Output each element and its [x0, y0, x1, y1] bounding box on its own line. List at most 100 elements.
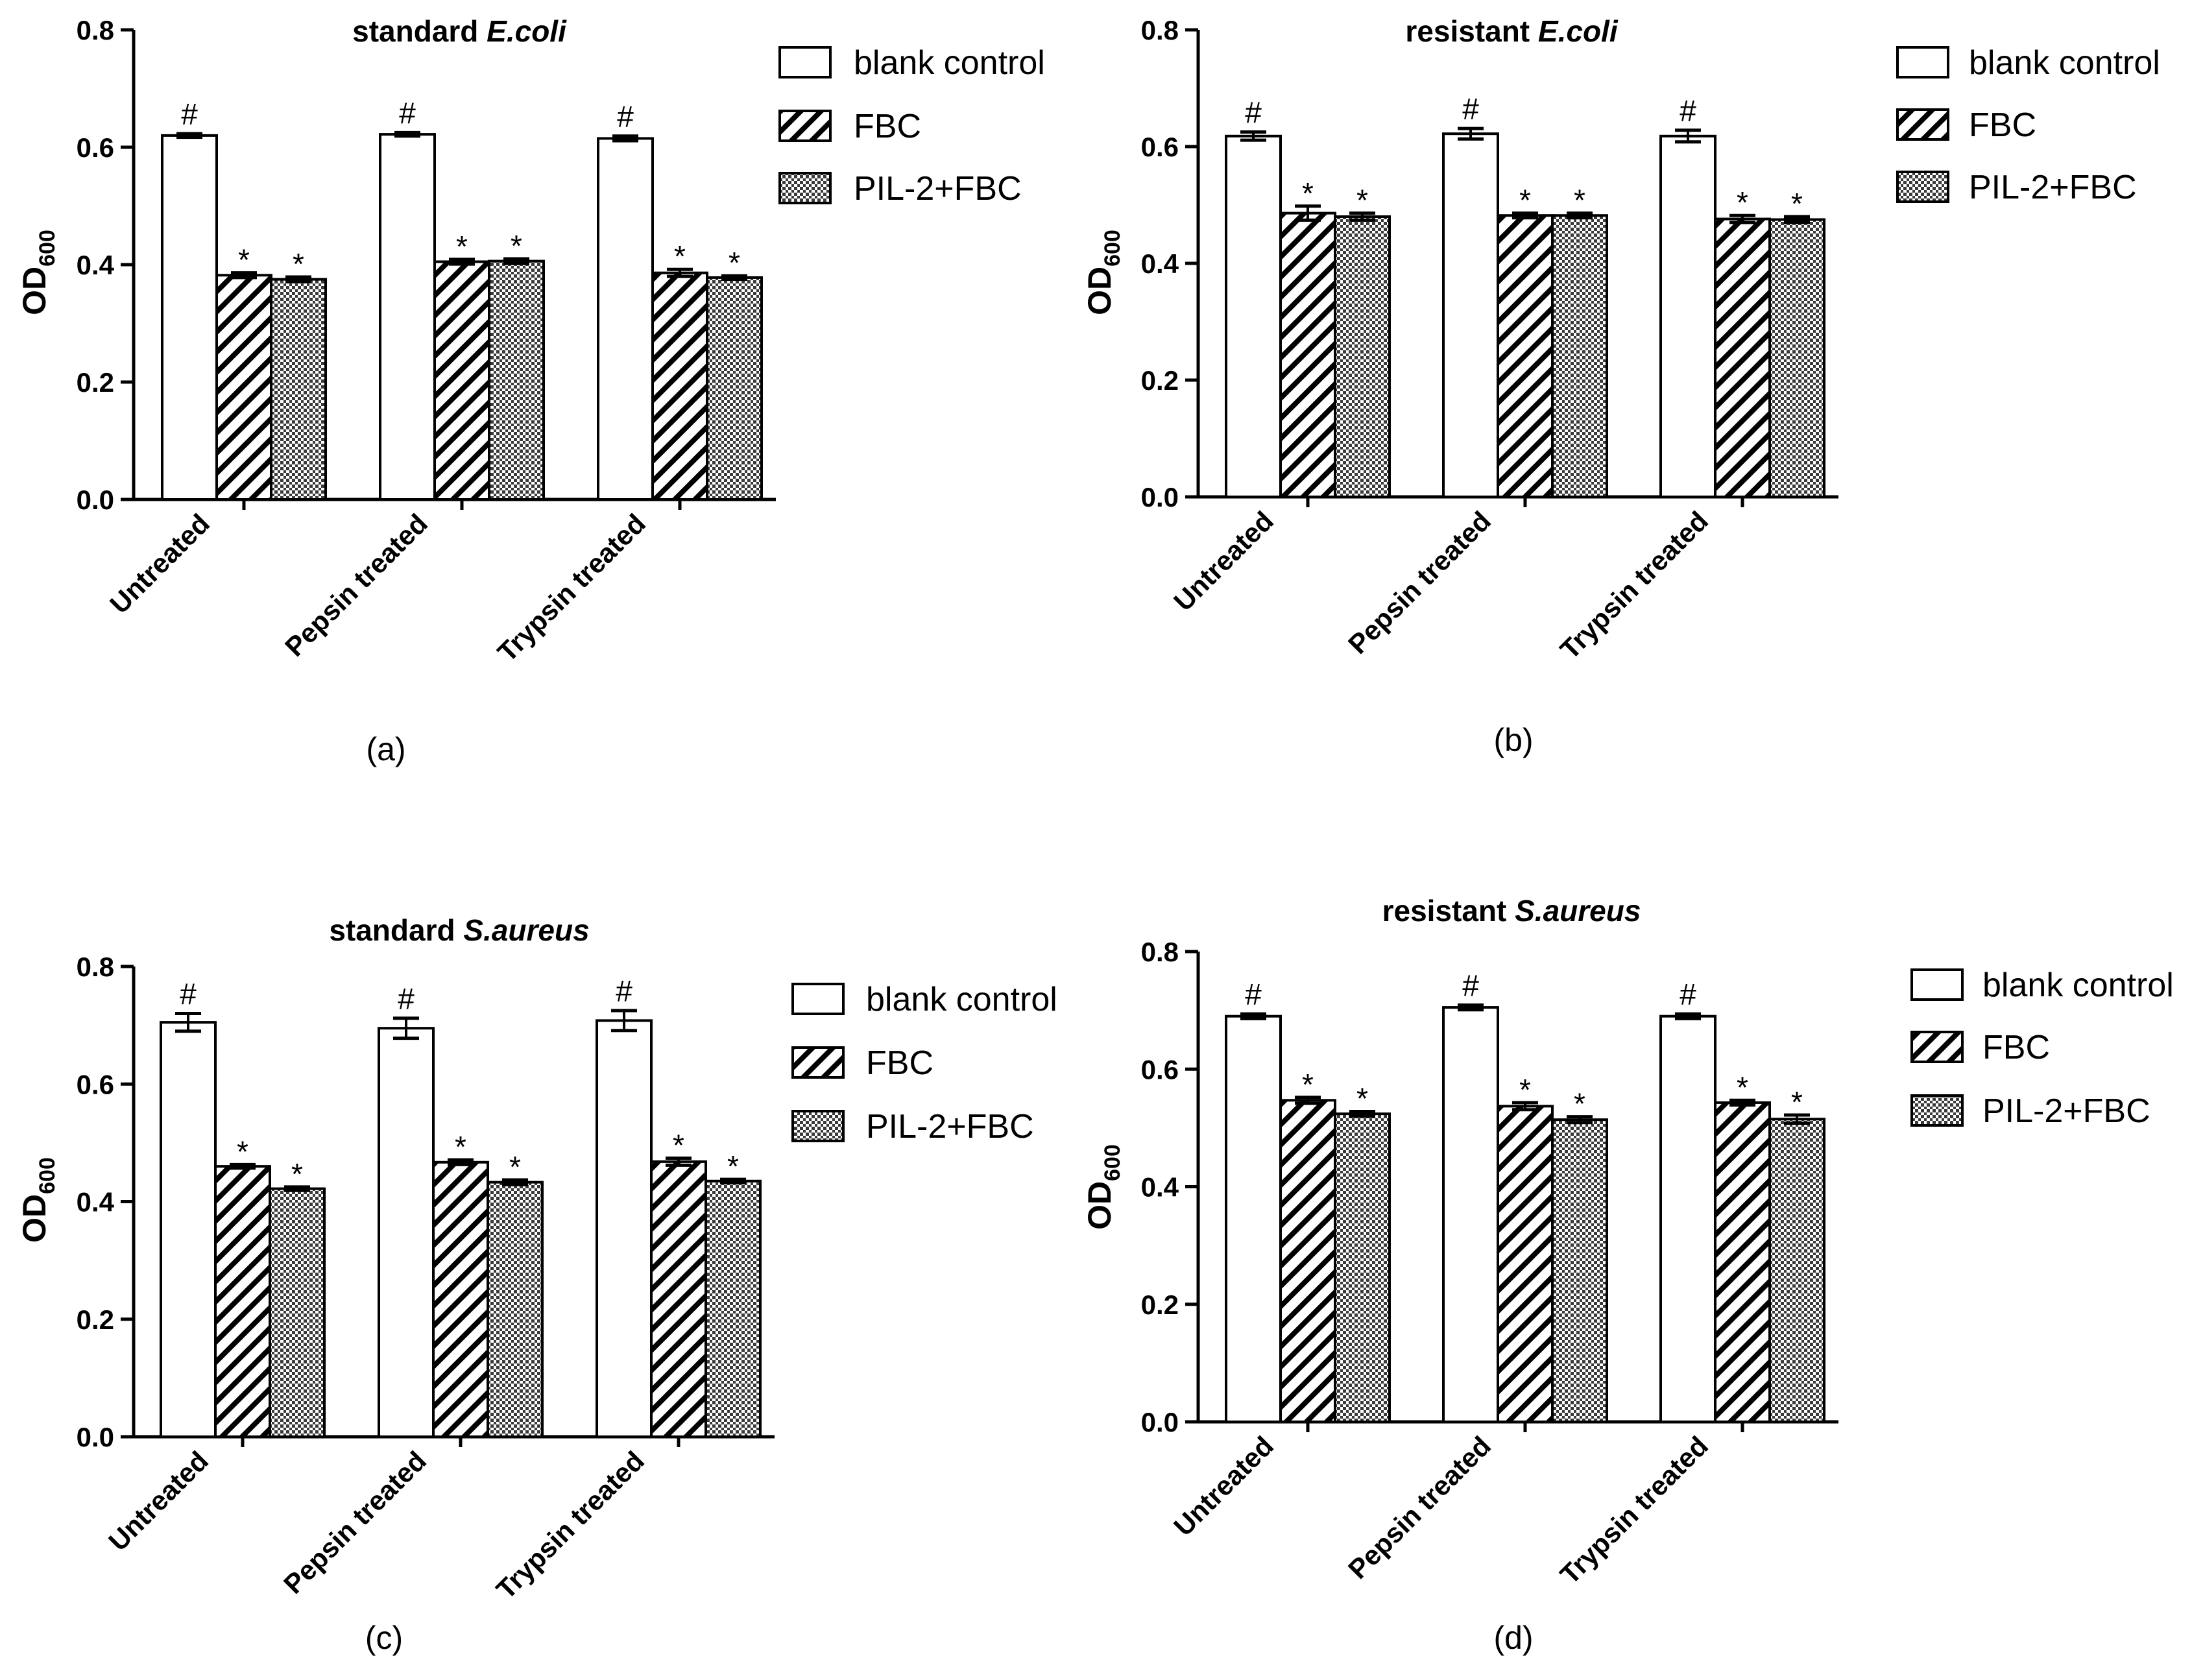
- bar: [270, 278, 327, 501]
- chart-panel-4: resistant S.aureus OD600 0.0 0.2 0.4 0.6 0.8 # *…: [1081, 894, 2174, 1656]
- chart-title-prefix: standard: [329, 913, 463, 947]
- bar: [1497, 1105, 1554, 1423]
- bar: [214, 1165, 271, 1438]
- bar: [596, 1019, 653, 1438]
- chart-title-species: S.aureus: [463, 913, 589, 947]
- significance-star: *: [1302, 1068, 1314, 1101]
- legend: blank control FBC PIL-2+FBC: [1910, 966, 2174, 1130]
- legend-swatch: [778, 172, 832, 204]
- category-label: Untreated: [1168, 1430, 1279, 1542]
- bar: [1334, 215, 1391, 498]
- bar: [160, 1021, 217, 1438]
- bar: [1279, 211, 1336, 498]
- significance-star: *: [238, 243, 250, 277]
- bar: [1279, 1099, 1336, 1423]
- bar: [597, 137, 654, 501]
- y-axis-label: OD600: [16, 230, 60, 315]
- significance-star: *: [1519, 184, 1531, 217]
- significance-hash: #: [399, 96, 416, 130]
- significance-star: *: [1356, 184, 1368, 217]
- significance-star: *: [455, 1130, 466, 1164]
- chart-title-prefix: resistant: [1382, 894, 1515, 928]
- chart-title: standard S.aureus: [329, 913, 589, 947]
- legend-label: blank control: [866, 981, 1057, 1018]
- legend-swatch: [778, 110, 832, 142]
- y-tick-label: 0.4: [77, 250, 115, 280]
- y-tick-label: 0.6: [77, 1069, 114, 1099]
- y-axis-label-sub: 600: [1100, 230, 1125, 267]
- y-axis-label-main: OD: [1081, 1181, 1118, 1230]
- y-tick-label: 0.2: [77, 1304, 114, 1335]
- bar: [1714, 217, 1771, 498]
- panel-label: (c): [365, 1620, 403, 1656]
- category-label: Trypsin treated: [1554, 505, 1714, 665]
- bar: [651, 271, 708, 501]
- chart-title: resistant E.coli: [1405, 14, 1618, 48]
- bar: [269, 1187, 326, 1438]
- significance-hash: #: [181, 97, 198, 131]
- y-tick-label: 0.0: [77, 1422, 114, 1452]
- significance-star: *: [673, 1128, 684, 1162]
- legend-swatch: [1896, 46, 1949, 78]
- significance-hash: #: [616, 974, 632, 1008]
- y-tick-label: 0.4: [1141, 248, 1179, 279]
- legend-label: PIL-2+FBC: [854, 170, 1022, 208]
- significance-star: *: [1519, 1073, 1531, 1107]
- bar: [1225, 134, 1282, 499]
- significance-star: *: [511, 229, 522, 263]
- y-axis-label-sub: 600: [35, 230, 60, 267]
- legend-label: PIL-2+FBC: [866, 1108, 1034, 1146]
- legend-swatch: [1910, 1031, 1964, 1063]
- y-tick-label: 0.4: [1141, 1172, 1179, 1203]
- significance-hash: #: [398, 982, 415, 1016]
- legend-swatch: [791, 1110, 845, 1142]
- bar: [488, 259, 545, 501]
- y-tick-label: 0.8: [1141, 937, 1179, 967]
- bar: [433, 260, 490, 501]
- bar: [161, 134, 218, 501]
- significance-hash: #: [617, 100, 634, 134]
- category-label: Trypsin treated: [490, 1445, 650, 1605]
- y-tick-label: 0.8: [1141, 15, 1179, 45]
- bar: [1714, 1101, 1771, 1423]
- legend-swatch: [1910, 1094, 1964, 1127]
- legend-label: PIL-2+FBC: [1969, 169, 2137, 206]
- significance-hash: #: [1245, 978, 1262, 1011]
- legend-label: blank control: [854, 44, 1045, 82]
- significance-star: *: [727, 1149, 739, 1183]
- category-label: Untreated: [1168, 505, 1279, 617]
- y-axis-label-sub: 600: [1100, 1144, 1125, 1181]
- bar: [432, 1160, 489, 1438]
- y-tick-label: 0.4: [77, 1187, 115, 1218]
- chart-title-species: E.coli: [1538, 14, 1619, 48]
- category-label: Pepsin treated: [1342, 505, 1497, 660]
- bar: [1442, 1006, 1499, 1423]
- significance-star: *: [1574, 184, 1585, 217]
- y-tick-label: 0.6: [77, 132, 114, 163]
- significance-star: *: [1737, 1070, 1748, 1104]
- significance-hash: #: [1462, 92, 1479, 126]
- y-tick-label: 0.6: [1141, 1054, 1179, 1085]
- y-tick-label: 0.0: [1141, 482, 1179, 512]
- significance-hash: #: [1680, 978, 1696, 1011]
- significance-star: *: [1574, 1087, 1585, 1121]
- y-axis-label-main: OD: [16, 267, 53, 315]
- chart-title-prefix: standard: [352, 14, 487, 48]
- y-axis-label-main: OD: [1081, 267, 1118, 315]
- bar: [706, 276, 763, 501]
- y-axis-label-main: OD: [16, 1194, 53, 1243]
- category-label: Pepsin treated: [279, 508, 433, 662]
- legend-swatch: [1910, 968, 1964, 1001]
- chart-title: standard E.coli: [352, 14, 567, 48]
- significance-hash: #: [180, 978, 197, 1011]
- y-tick-label: 0.6: [1141, 132, 1179, 162]
- category-label: Trypsin treated: [1554, 1430, 1714, 1590]
- bar: [1659, 1014, 1716, 1423]
- significance-star: *: [1791, 1085, 1803, 1119]
- significance-star: *: [1356, 1082, 1368, 1116]
- y-tick-label: 0.2: [1141, 1290, 1179, 1320]
- bar: [1768, 218, 1825, 498]
- significance-hash: #: [1245, 96, 1262, 130]
- significance-star: *: [237, 1134, 248, 1168]
- legend-swatch: [778, 46, 832, 78]
